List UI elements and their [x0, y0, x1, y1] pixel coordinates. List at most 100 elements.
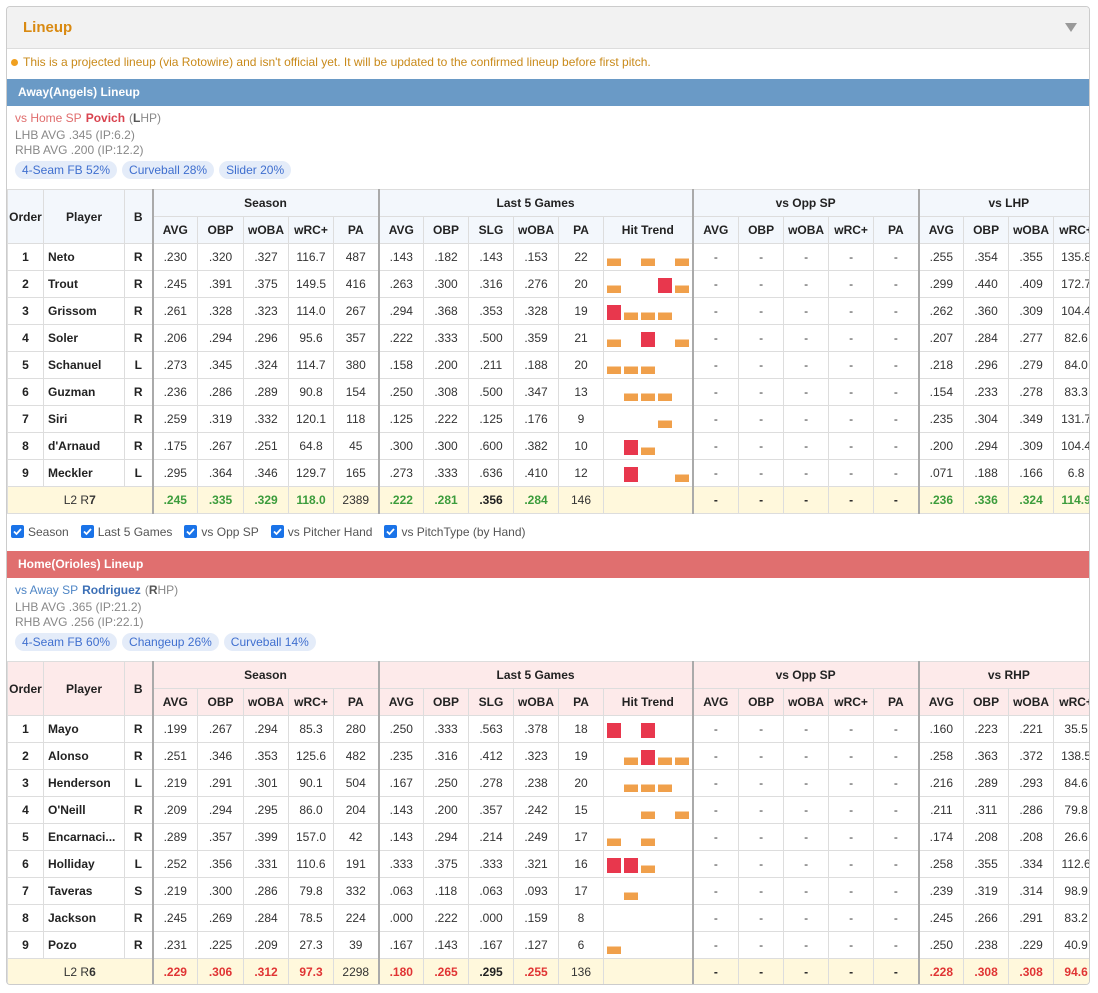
column-header: Order	[7, 661, 44, 716]
toggle-label: vs Pitcher Hand	[287, 525, 373, 539]
stat-cell: 332	[333, 877, 379, 905]
stat-cell: .230	[151, 243, 198, 271]
stat-cell: -	[783, 243, 830, 271]
stat-cell: 6	[7, 850, 44, 878]
stat-cell: -	[828, 459, 875, 487]
stat-cell: .250	[423, 769, 469, 797]
notice-text: This is a projected lineup (via Rotowire…	[23, 55, 651, 69]
hit-bar	[641, 393, 655, 401]
column-header: OBP	[197, 216, 244, 244]
stat-cell: .000	[468, 904, 514, 932]
checkbox[interactable]	[80, 525, 94, 538]
checkmark	[273, 528, 282, 536]
stat-cell: 2	[7, 270, 44, 298]
toggle[interactable]: Season	[11, 514, 69, 551]
stat-cell: 83.2	[1053, 904, 1089, 932]
pitch-pill: Curveball 28%	[122, 161, 215, 179]
stat-cell: -	[738, 270, 785, 298]
total-cell: -	[691, 486, 740, 514]
column-header: AVG	[691, 216, 740, 244]
stat-cell: .208	[963, 823, 1010, 851]
sp-hand: (	[144, 583, 149, 597]
hit-trend-chart	[607, 366, 655, 374]
pitch-mix: 4-Seam FB 60% Changeup 26% Curveball 14%	[15, 633, 1081, 651]
toggle[interactable]: Last 5 Games	[80, 514, 172, 551]
checkbox[interactable]	[270, 525, 284, 538]
stat-cell: 104.4	[1053, 297, 1089, 325]
stat-cell: .208	[1008, 823, 1055, 851]
stat-cell: .331	[243, 850, 289, 878]
sp-line: vs Away SP Rodriguez (RHP)	[15, 581, 1081, 599]
stat-cell: Soler	[43, 324, 125, 352]
stat-cell: .500	[468, 324, 514, 352]
stat-cell: 15	[558, 796, 604, 824]
stat-cell: .235	[377, 742, 424, 770]
sp-hand: HP)	[140, 111, 162, 125]
stat-cell: .309	[1008, 432, 1055, 460]
checkbox[interactable]	[384, 525, 398, 538]
column-header: wOBA	[1008, 216, 1055, 244]
stat-cell: -	[783, 715, 830, 743]
checkmark	[83, 528, 92, 536]
stat-cell: .207	[917, 324, 965, 352]
stat-cell: .125	[377, 405, 424, 433]
hit-bar	[641, 447, 655, 455]
stat-cell: .143	[423, 931, 469, 959]
stat-cell: -	[828, 243, 875, 271]
stat-cell: -	[738, 351, 785, 379]
stat-cell: .143	[377, 823, 424, 851]
stat-cell: -	[873, 243, 920, 271]
total-cell: 114.9	[1053, 486, 1089, 514]
stat-cell: .236	[151, 378, 198, 406]
total-cell: .245	[151, 486, 198, 514]
totals-label: L2 R7	[7, 486, 153, 514]
column-header: PA	[333, 216, 379, 244]
stat-cell: L	[124, 459, 153, 487]
checkbox[interactable]	[11, 525, 24, 538]
stat-cell: 131.7	[1053, 405, 1089, 433]
stat-cell: .327	[243, 243, 289, 271]
hit-trend-chart	[624, 393, 672, 401]
toggle[interactable]: vs Opp SP	[184, 514, 259, 551]
stat-cell: .286	[197, 378, 244, 406]
stat-cell: -	[738, 850, 785, 878]
stat-cell: .251	[151, 742, 198, 770]
stat-cell: .199	[151, 715, 198, 743]
stat-cell: R	[124, 432, 153, 460]
stat-cell: .166	[1008, 459, 1055, 487]
collapse-toggle[interactable]	[1065, 23, 1077, 33]
stat-cell: .353	[243, 742, 289, 770]
player-row: 5 Encarnaci... R .289.357.399 157.0 42.143.29…	[7, 823, 1089, 851]
stat-cell: .143	[377, 243, 424, 271]
toggle[interactable]: vs Pitcher Hand	[270, 514, 373, 551]
stat-cell: .316	[423, 742, 469, 770]
stat-cell: -	[691, 823, 740, 851]
stat-cell: 138.5	[1053, 742, 1089, 770]
stat-cell: .267	[197, 432, 244, 460]
toggle[interactable]: vs PitchType (by Hand)	[384, 514, 526, 551]
collapse-icon	[1065, 23, 1077, 32]
stat-cell: .295	[151, 459, 198, 487]
checkbox[interactable]	[184, 525, 198, 538]
total-cell: .295	[468, 958, 514, 984]
stat-cell: 114.7	[288, 351, 334, 379]
stat-cell: .409	[1008, 270, 1055, 298]
stat-cell: Schanuel	[43, 351, 125, 379]
player-row: 4 O'Neill R .209.294.295 86.0 204.143.200.357…	[7, 796, 1089, 824]
hand-count: 6	[89, 965, 96, 979]
stat-cell: .347	[513, 378, 559, 406]
stat-cell: 487	[333, 243, 379, 271]
group-header: vs RHP	[917, 661, 1089, 689]
stat-cell: .063	[468, 877, 514, 905]
stat-cell: 135.8	[1053, 243, 1089, 271]
stat-cell: 4	[7, 324, 44, 352]
stat-cell: 8	[7, 904, 44, 932]
stat-cell: .289	[963, 769, 1010, 797]
table-wrap: Order Player B Season Last 5 Games vs Opp SP v…	[7, 189, 1089, 514]
hit-trend-chart	[624, 784, 672, 792]
stat-cell: 191	[333, 850, 379, 878]
stat-cell: .153	[513, 243, 559, 271]
total-cell: .306	[197, 958, 244, 984]
hit-trend	[602, 904, 694, 932]
pitch-pill: Curveball 14%	[223, 633, 316, 651]
